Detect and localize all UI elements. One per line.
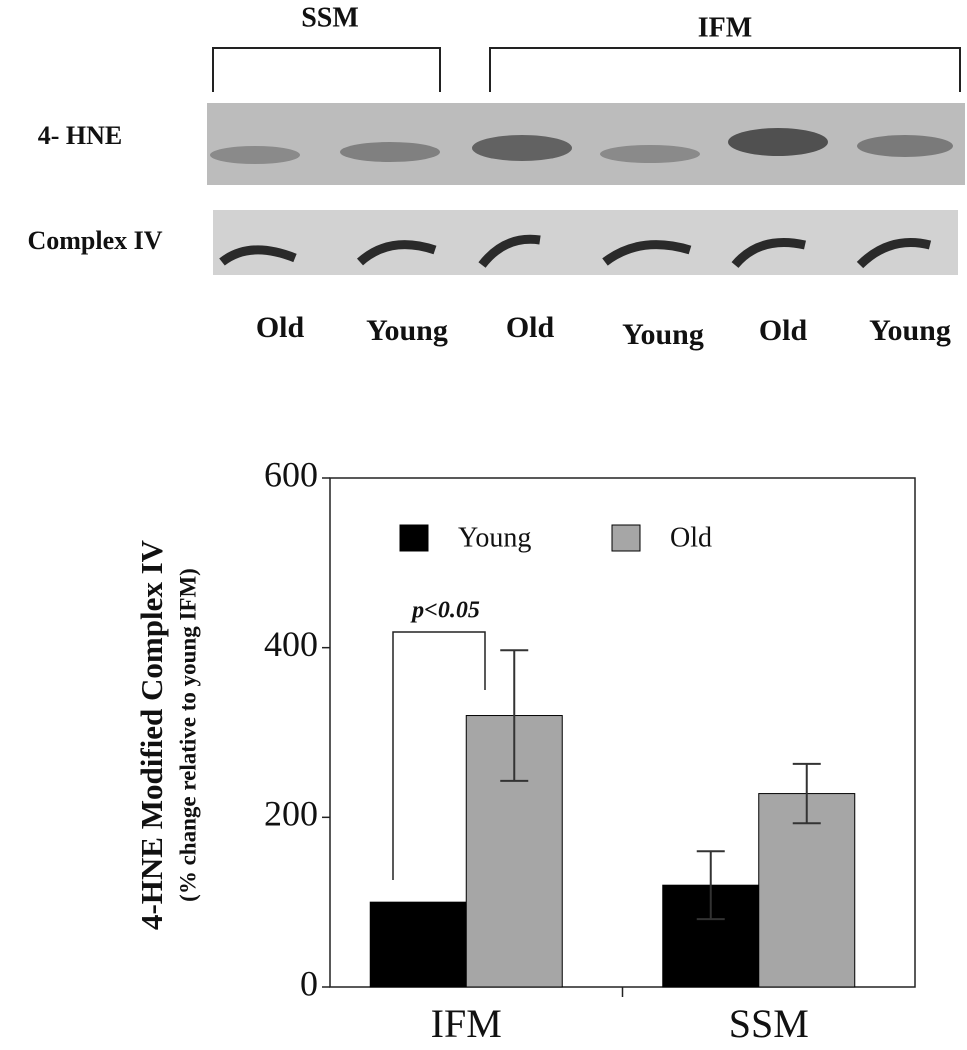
ssm-bracket (212, 47, 441, 92)
lane-label: Old (506, 311, 555, 344)
row-label: 4- HNE (38, 121, 123, 150)
bar (758, 793, 856, 988)
row-label: Complex IV (27, 226, 162, 255)
y-tick-label: 400 (264, 624, 318, 664)
bar (369, 901, 467, 988)
y-tick-label: 600 (264, 454, 318, 494)
significance-bracket (392, 631, 486, 880)
y-axis-label: 4-HNE Modified Complex IV (134, 539, 169, 930)
group-label: SSM (301, 2, 359, 33)
annotation: p<0.05 (410, 598, 480, 624)
x-tick-label: SSM (729, 1001, 809, 1046)
y-axis-sublabel: (% change relative to young IFM) (175, 568, 200, 902)
legend-label: Young (458, 522, 531, 553)
lane-label: Old (256, 311, 305, 344)
blot-image (207, 103, 965, 275)
x-tick-label: IFM (431, 1001, 502, 1046)
ifm-bracket (489, 47, 961, 92)
lane-label: Young (622, 318, 704, 351)
group-label: IFM (698, 12, 752, 43)
legend-swatch (399, 524, 429, 552)
y-tick-label: 200 (264, 794, 318, 834)
lane-label: Old (759, 314, 808, 347)
legend-label: Old (670, 522, 712, 553)
legend-swatch (611, 524, 641, 552)
lane-label: Young (366, 314, 448, 347)
y-tick-label: 0 (300, 963, 318, 1003)
lane-label: Young (869, 314, 951, 347)
